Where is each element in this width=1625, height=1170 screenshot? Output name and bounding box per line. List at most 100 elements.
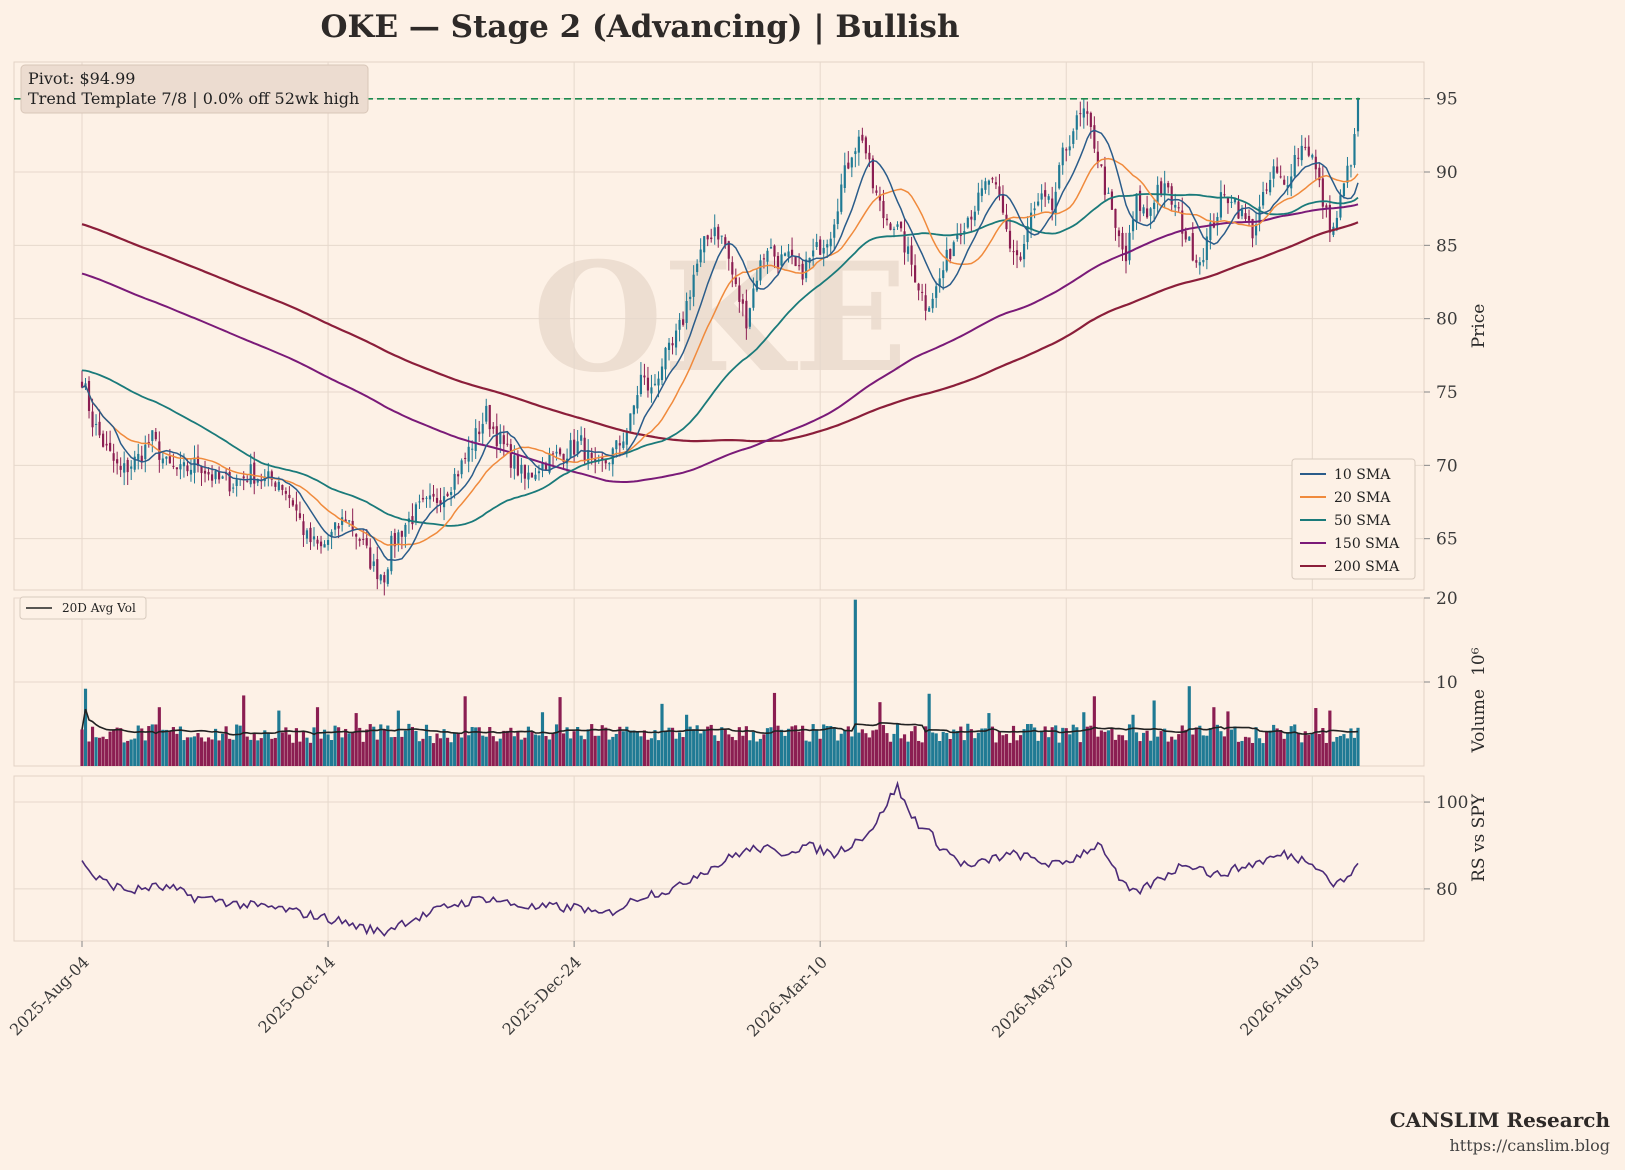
volume-bar (308, 742, 313, 766)
volume-bar (1025, 724, 1030, 766)
volume-bar (1345, 738, 1350, 766)
volume-bar (1265, 731, 1269, 766)
volume-bar (755, 741, 759, 766)
candle-body (1117, 230, 1121, 237)
candle-body (1240, 209, 1244, 217)
candle-body (203, 470, 207, 474)
volume-bar (199, 737, 204, 766)
volume-bar (1198, 725, 1202, 766)
volume-bar (351, 732, 355, 766)
candle-body (1075, 115, 1078, 130)
volume-bar (786, 728, 791, 766)
volume-bar (217, 740, 221, 766)
volume-bar (263, 730, 267, 766)
candle-body (464, 457, 467, 459)
volume-bar (1106, 730, 1111, 766)
volume-bar (576, 727, 580, 766)
volume-bar (1166, 741, 1170, 766)
candle-body (193, 457, 196, 473)
candle-body (1202, 260, 1205, 263)
volume-bar (1089, 725, 1093, 766)
candle-body (435, 497, 439, 503)
candle-body (341, 517, 344, 525)
volume-bar (305, 737, 309, 766)
volume-tick-label: 20 (1436, 589, 1458, 609)
candle-body (653, 383, 657, 385)
volume-bar (583, 739, 587, 766)
volume-bar (656, 740, 661, 766)
volume-bar (474, 727, 478, 766)
price-tick-label: 80 (1436, 310, 1458, 330)
candle-body (98, 421, 101, 436)
candle-body (959, 234, 962, 236)
volume-bar (410, 726, 415, 766)
candle-body (643, 375, 646, 378)
candle-body (766, 250, 769, 262)
volume-bar (1240, 740, 1244, 766)
candle-body (615, 440, 618, 450)
volume-bar (512, 736, 516, 766)
candle-body (277, 481, 280, 491)
volume-bar (530, 731, 534, 766)
candle-body (819, 239, 822, 255)
candle-body (1089, 112, 1092, 127)
candle-body (991, 178, 994, 180)
volume-bar (920, 742, 924, 766)
candle-body (636, 395, 639, 409)
candle-body (685, 301, 688, 323)
volume-bar (625, 726, 629, 766)
candle-body (1346, 165, 1349, 183)
candle-body (808, 257, 811, 263)
volume-bar (832, 727, 836, 766)
candle-body (144, 444, 147, 460)
volume-exponent: 10⁶ (1469, 647, 1489, 676)
sma-legend: 10 SMA 20 SMA 50 SMA 150 SMA 200 SMA (1291, 458, 1416, 580)
volume-bar (242, 695, 246, 766)
volume-bar (909, 731, 914, 766)
volume-bar (140, 728, 144, 766)
volume-bar (843, 730, 847, 766)
candle-body (102, 433, 105, 447)
volume-bar (298, 741, 302, 766)
volume-bar (344, 728, 348, 766)
candle-body (727, 241, 730, 259)
candle-body (664, 347, 667, 370)
volume-bar (554, 724, 559, 766)
volume-bar (203, 741, 207, 766)
candle-body (1128, 232, 1131, 261)
volume-bar (280, 732, 284, 766)
candle-body (210, 474, 214, 481)
volume-bar (702, 730, 706, 766)
candle-body (608, 463, 611, 465)
candle-body (1276, 166, 1279, 173)
volume-bars (80, 599, 1360, 766)
volume-bar (1324, 742, 1328, 766)
volume-bar (836, 740, 840, 766)
candle-body (534, 474, 537, 480)
volume-bar (938, 740, 942, 766)
candle-body (414, 504, 418, 522)
volume-bar (1229, 729, 1234, 766)
volume-bar (460, 737, 464, 766)
candle-body (383, 575, 386, 583)
volume-bar (1184, 729, 1188, 766)
candle-body (1033, 208, 1036, 211)
volume-bar (547, 739, 552, 766)
volume-bar (1110, 728, 1114, 766)
volume-bar (572, 731, 576, 766)
candle-body (481, 423, 484, 434)
volume-bar (438, 738, 443, 766)
candle-body (587, 450, 590, 463)
candle-body (871, 158, 874, 189)
legend-avgvol: 20D Avg Vol (62, 601, 136, 615)
candle-body (984, 181, 987, 190)
candle-body (471, 448, 474, 450)
candle-body (246, 480, 249, 482)
candle-body (488, 404, 491, 430)
rs-ylabel: RS vs SPY (1469, 793, 1489, 882)
volume-bar (1194, 727, 1198, 766)
candle-body (885, 218, 889, 221)
volume-bar (804, 740, 808, 766)
volume-bar (1293, 724, 1297, 766)
